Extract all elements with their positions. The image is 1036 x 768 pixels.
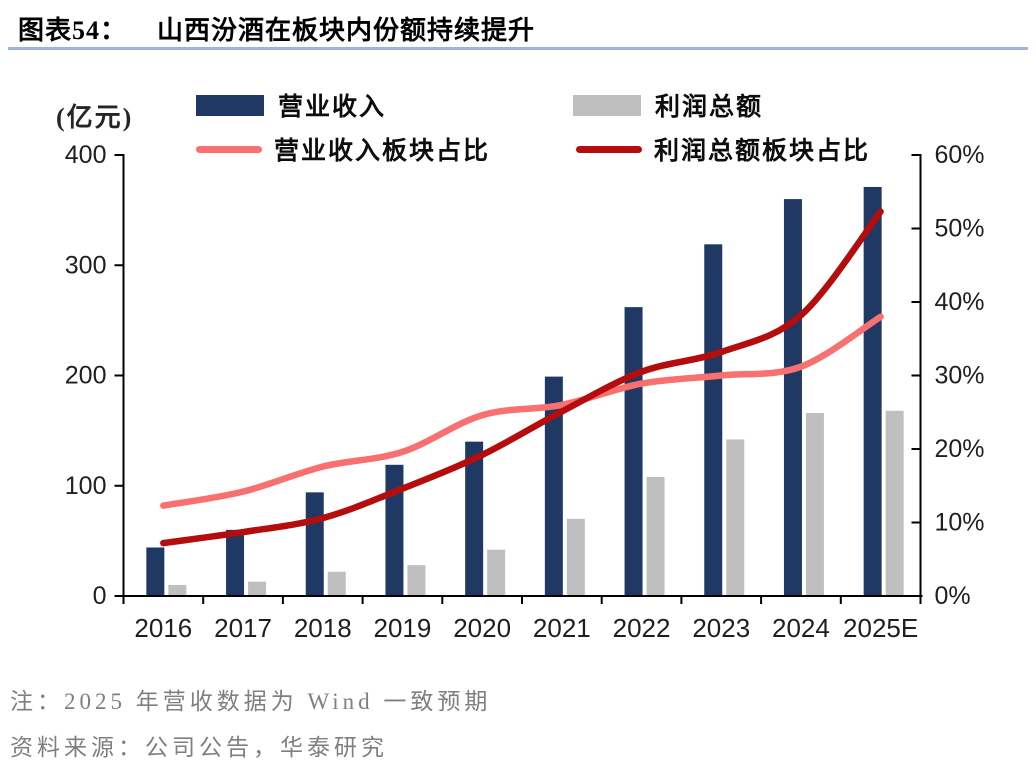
revenue-bar-2022 [624, 307, 643, 596]
profit-bar-swatch-icon [573, 94, 641, 116]
revenue-bar-2024 [783, 199, 802, 596]
profit-bar-2017 [248, 581, 267, 596]
profit-bar-2021 [566, 518, 585, 596]
profit-bar-2019 [407, 565, 426, 596]
revenue-bar-2021 [544, 376, 563, 596]
x-axis-label-2023: 2023 [692, 613, 750, 643]
figure-number-label: 图表54： [18, 16, 128, 45]
x-axis-label-2020: 2020 [453, 613, 511, 643]
x-axis-label-2021: 2021 [533, 613, 591, 643]
legend-label-revenue: 营业收入 [278, 94, 387, 121]
legend-label-profit-share: 利润总额板块占比 [654, 138, 871, 165]
profit-bar-2025E [885, 410, 904, 596]
profit-bar-2024 [805, 412, 824, 596]
legend-item-profit: 利润总额 [573, 90, 764, 121]
right-axis-tick-label: 30% [935, 362, 985, 390]
profit-bar-2020 [487, 549, 506, 596]
left-axis-tick-label: 400 [65, 141, 107, 169]
figure-title: 山西汾酒在板块内份额持续提升 [157, 16, 536, 45]
revenue-bar-2020 [465, 441, 484, 596]
profit-bar-2022 [646, 476, 665, 596]
revenue-bar-2018 [305, 492, 324, 596]
title-underline [8, 47, 1028, 50]
profit-bar-2023 [726, 439, 745, 596]
revenue-bar-2016 [146, 547, 165, 596]
left-axis-unit-label: (亿元) [56, 103, 134, 132]
right-axis-tick-label: 40% [935, 288, 985, 316]
left-axis-tick-label: 300 [65, 251, 107, 279]
left-axis-tick-label: 100 [65, 472, 107, 500]
right-axis-tick-label: 50% [935, 215, 985, 243]
legend-item-revenue: 营业收入 [196, 90, 387, 121]
left-axis-tick-label: 200 [65, 362, 107, 390]
x-axis-label-2025E: 2025E [843, 613, 918, 643]
profit-bar-2018 [327, 571, 346, 596]
revenue-bar-2023 [704, 244, 723, 597]
chart-source: 资料来源：公司公告，华泰研究 [10, 735, 388, 760]
x-axis-label-2018: 2018 [294, 613, 352, 643]
revenue-bar-swatch-icon [196, 94, 264, 116]
x-axis-label-2016: 2016 [134, 613, 192, 643]
x-axis-label-2017: 2017 [214, 613, 272, 643]
legend-label-revenue-share: 营业收入板块占比 [274, 138, 491, 165]
revenue-share-line-swatch-icon [196, 145, 262, 153]
legend-item-profit-share: 利润总额板块占比 [576, 134, 871, 165]
revenue-bar-2017 [226, 529, 245, 596]
right-axis-tick-label: 60% [935, 141, 985, 169]
profit-share-line-swatch-icon [576, 145, 642, 153]
x-axis-label-2022: 2022 [613, 613, 671, 643]
chart-footnote: 注：2025 年营收数据为 Wind 一致预期 [10, 689, 492, 714]
revenue-bar-2019 [385, 464, 404, 596]
revenue-share-line [160, 313, 884, 509]
profit-share-line [160, 208, 884, 547]
x-axis-label-2019: 2019 [374, 613, 432, 643]
combo-chart: 0 100 200 300 400 0% 10% 20% 30% 40% 50% 60% 2016 201… [65, 141, 985, 643]
profit-bar-2016 [168, 584, 187, 596]
figure-header: 图表54： 山西汾酒在板块内份额持续提升 [18, 10, 535, 47]
legend-label-profit: 利润总额 [655, 94, 764, 121]
x-axis-label-2024: 2024 [772, 613, 830, 643]
revenue-bar-2025E [863, 186, 882, 596]
legend-item-revenue-share: 营业收入板块占比 [196, 134, 491, 165]
right-axis-tick-label: 20% [935, 435, 985, 463]
left-axis-tick-label: 0 [93, 582, 107, 610]
right-axis-tick-label: 10% [935, 509, 985, 537]
right-axis-tick-label: 0% [935, 582, 971, 610]
